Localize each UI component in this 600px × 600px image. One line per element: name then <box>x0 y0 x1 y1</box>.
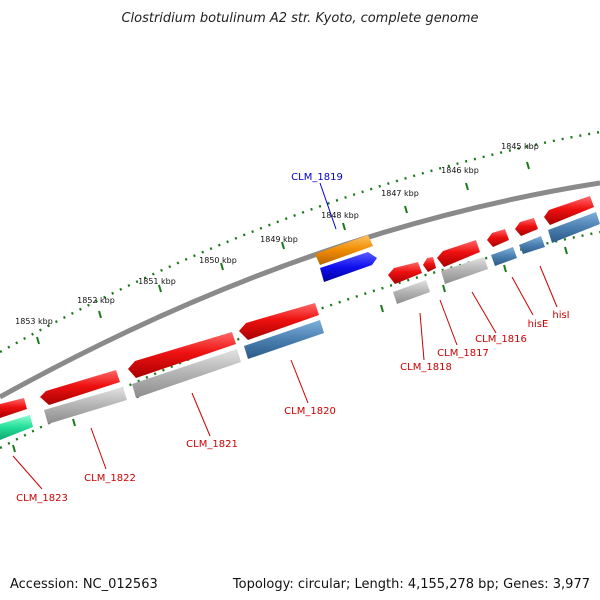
gene-label-hise[interactable]: hisE <box>528 319 549 330</box>
gene-block-gray[interactable] <box>441 257 488 284</box>
gene-label-clm-1821[interactable]: CLM_1821 <box>186 439 238 450</box>
gene-block-green[interactable] <box>0 415 33 440</box>
gene-label-clm-1817[interactable]: CLM_1817 <box>437 348 489 359</box>
scale-label: 1851 kbp <box>138 277 176 286</box>
scale-label: 1850 kbp <box>199 256 237 265</box>
gene-arrow[interactable] <box>423 257 436 272</box>
gene-block-steel[interactable] <box>519 236 545 254</box>
gene-label-clm-1822[interactable]: CLM_1822 <box>84 473 136 484</box>
gene-block-orange[interactable] <box>315 235 373 265</box>
gene-block-gray[interactable] <box>393 280 430 304</box>
gene-label-clm-1818[interactable]: CLM_1818 <box>400 362 452 373</box>
label-leader-lines <box>12 182 558 490</box>
gene-block-gray[interactable] <box>132 349 241 398</box>
gene-label-hisi[interactable]: hisI <box>552 310 569 321</box>
gene-arrow[interactable] <box>239 303 319 340</box>
gene-arrow[interactable] <box>388 262 422 284</box>
scale-labels: 1853 kbp 1852 kbp 1851 kbp 1850 kbp 1849… <box>15 142 539 326</box>
gene-label-clm-1820[interactable]: CLM_1820 <box>284 406 336 417</box>
map-title: Clostridium botulinum A2 str. Kyoto, com… <box>121 11 478 26</box>
gene-arrow[interactable] <box>0 398 27 418</box>
gene-block-gray[interactable] <box>44 387 127 424</box>
scale-label: 1846 kbp <box>441 166 479 175</box>
gene-block-steel[interactable] <box>491 247 517 266</box>
gene-arrow[interactable] <box>437 240 480 267</box>
gene-arrow[interactable] <box>487 229 509 247</box>
scale-label: 1848 kbp <box>321 211 359 220</box>
scale-label: 1847 kbp <box>381 189 419 198</box>
inner-gene-track <box>0 212 600 440</box>
genome-summary: Topology: circular; Length: 4,155,278 bp… <box>232 577 590 592</box>
gene-arrow-blue[interactable] <box>320 252 377 282</box>
gene-block-steel[interactable] <box>548 212 600 243</box>
accession-label: Accession: NC_012563 <box>10 577 158 592</box>
scale-label: 1853 kbp <box>15 317 53 326</box>
gene-arrow[interactable] <box>544 196 594 225</box>
scale-label: 1849 kbp <box>260 235 298 244</box>
scale-label: 1852 kbp <box>77 296 115 305</box>
cds-track <box>0 196 594 418</box>
gene-label-clm-1816[interactable]: CLM_1816 <box>475 334 527 345</box>
gene-arrow[interactable] <box>40 370 120 405</box>
gene-labels: CLM_1819 CLM_1823 CLM_1822 CLM_1821 CLM_… <box>16 172 569 504</box>
gene-label-clm-1823[interactable]: CLM_1823 <box>16 493 68 504</box>
scale-label: 1845 kbp <box>501 142 539 151</box>
genome-backbone <box>0 180 600 400</box>
gene-label-clm-1819[interactable]: CLM_1819 <box>291 172 343 183</box>
gene-arrow[interactable] <box>128 332 236 378</box>
scale-major-ticks <box>36 161 530 345</box>
gene-arrow[interactable] <box>515 218 538 236</box>
gene-block-steel[interactable] <box>244 320 324 359</box>
